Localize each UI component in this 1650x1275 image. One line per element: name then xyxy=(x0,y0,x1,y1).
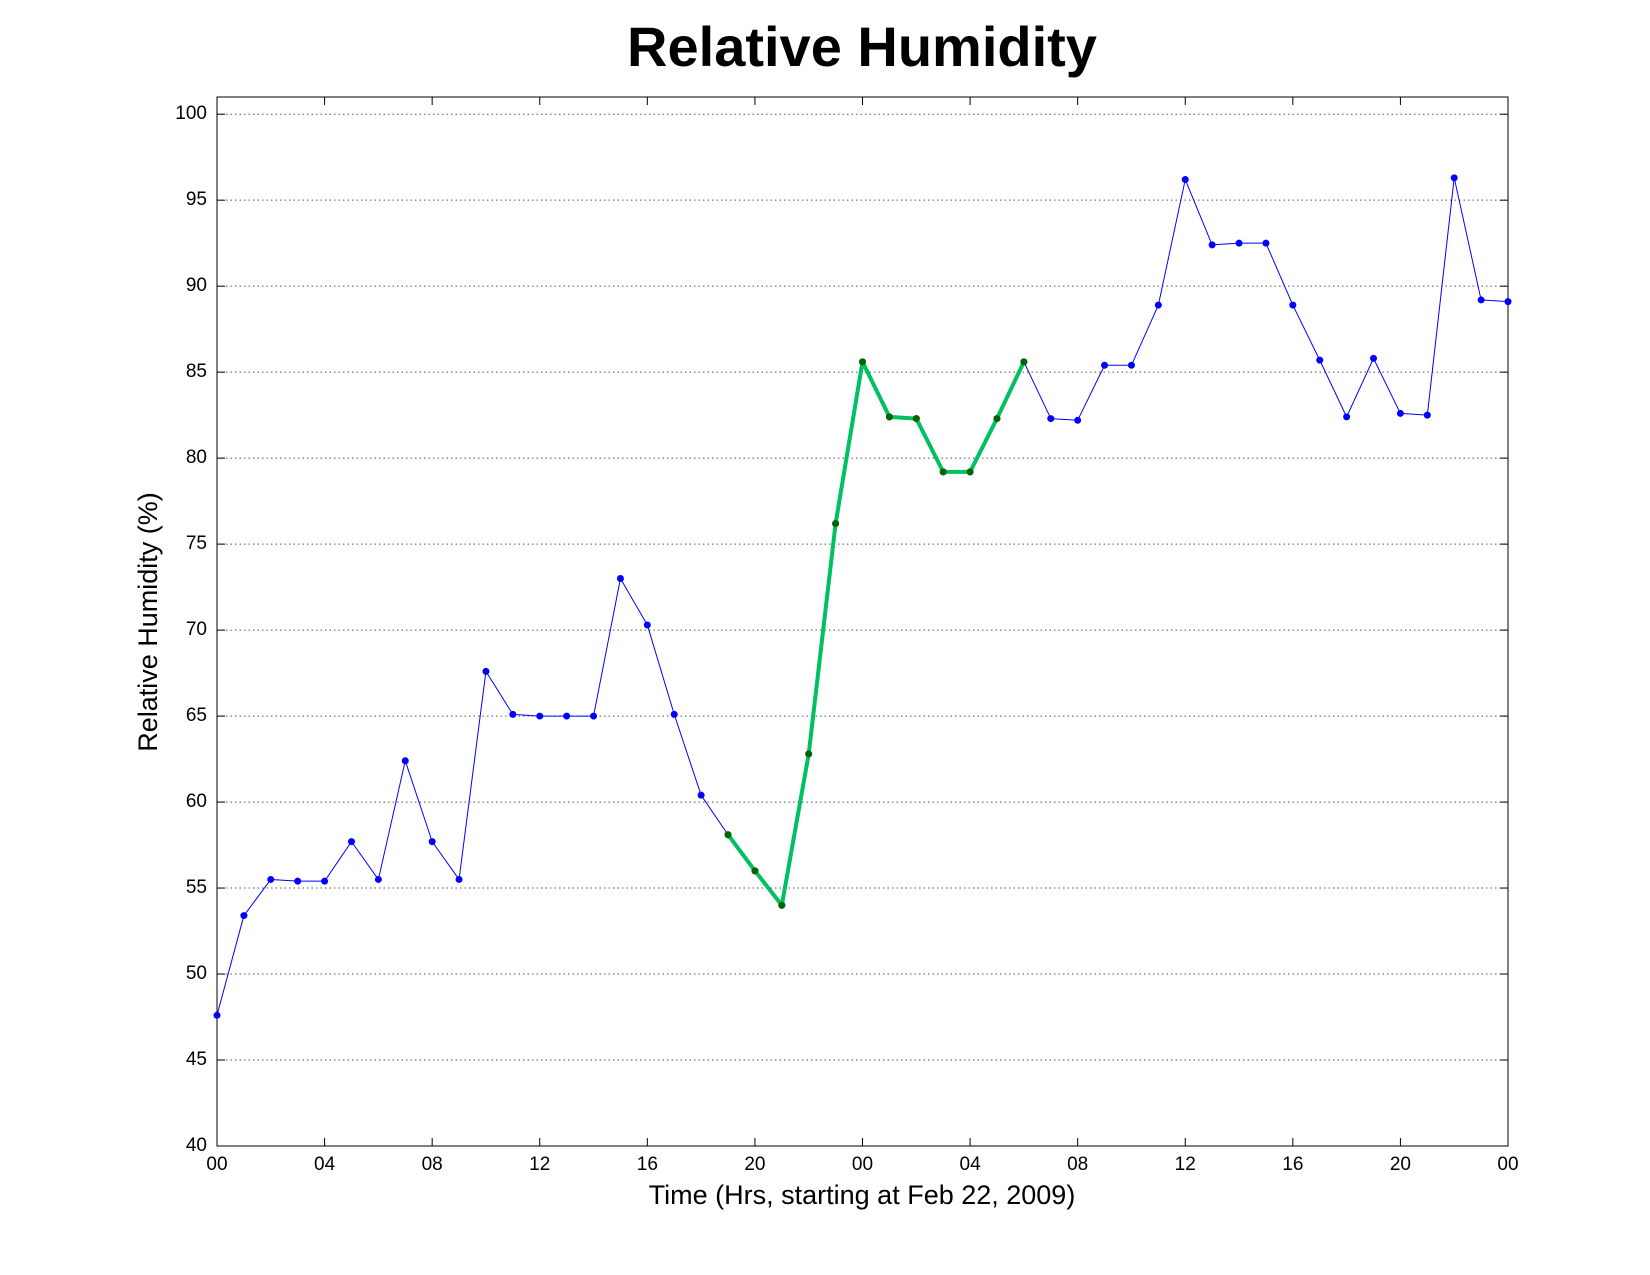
data-point xyxy=(374,875,382,883)
data-point xyxy=(1370,354,1378,362)
data-point xyxy=(1047,415,1055,423)
series-line xyxy=(726,359,1026,908)
x-tick-label: 16 xyxy=(1282,1154,1303,1175)
data-point xyxy=(1181,176,1189,184)
data-point xyxy=(697,791,705,799)
y-tick-label: 50 xyxy=(186,963,207,984)
data-point xyxy=(939,468,947,476)
data-point xyxy=(590,712,598,720)
data-point xyxy=(805,750,813,758)
data-point xyxy=(1289,301,1297,309)
data-point xyxy=(428,838,436,846)
x-tick-label: 08 xyxy=(422,1154,443,1175)
data-point xyxy=(993,415,1001,423)
data-point xyxy=(213,1011,221,1019)
data-point xyxy=(1074,416,1082,424)
data-point xyxy=(536,712,544,720)
data-point xyxy=(294,877,302,885)
plot-frame xyxy=(216,96,1509,1147)
data-point xyxy=(1101,361,1109,369)
data-point xyxy=(482,667,490,675)
x-tick-label: 08 xyxy=(1067,1154,1088,1175)
x-tick-label: 20 xyxy=(744,1154,765,1175)
data-point xyxy=(347,838,355,846)
data-point xyxy=(1208,241,1216,249)
data-point xyxy=(1423,411,1431,419)
y-tick-label: 75 xyxy=(186,533,207,554)
data-point xyxy=(670,710,678,718)
x-tick-label: 04 xyxy=(314,1154,336,1175)
data-point xyxy=(724,831,732,839)
x-tick-label: 12 xyxy=(529,1154,550,1175)
data-point xyxy=(509,710,517,718)
data-point xyxy=(1127,361,1135,369)
x-tick-label: 04 xyxy=(960,1154,982,1175)
x-tick-label: 12 xyxy=(1175,1154,1196,1175)
data-point xyxy=(1020,358,1028,366)
y-tick-label: 90 xyxy=(186,275,207,296)
data-point xyxy=(321,877,329,885)
data-point xyxy=(643,621,651,629)
data-point xyxy=(885,413,893,421)
data-point xyxy=(1396,409,1404,417)
data-point xyxy=(966,468,974,476)
data-point xyxy=(563,712,571,720)
y-tick-label: 100 xyxy=(175,103,207,124)
y-tick-label: 95 xyxy=(186,189,207,210)
y-tick-label: 40 xyxy=(186,1135,207,1156)
data-point xyxy=(267,875,275,883)
data-point xyxy=(751,867,759,875)
data-point xyxy=(1477,296,1485,304)
data-point xyxy=(616,575,624,583)
x-tick-label: 20 xyxy=(1390,1154,1411,1175)
data-point xyxy=(401,757,409,765)
data-point xyxy=(1504,298,1512,306)
data-point xyxy=(240,912,248,920)
y-tick-label: 70 xyxy=(186,619,207,640)
y-tick-label: 60 xyxy=(186,791,207,812)
data-point xyxy=(859,358,866,366)
data-point xyxy=(1154,301,1162,309)
data-point xyxy=(1262,239,1270,247)
data-point xyxy=(455,875,463,883)
data-point xyxy=(1316,356,1324,364)
y-tick-label: 85 xyxy=(186,361,207,382)
y-tick-label: 80 xyxy=(186,447,207,468)
chart-title: Relative Humidity xyxy=(627,15,1097,78)
data-point xyxy=(912,415,920,423)
y-tick-label: 65 xyxy=(186,705,207,726)
x-axis-label: Time (Hrs, starting at Feb 22, 2009) xyxy=(649,1180,1076,1210)
y-tick-label: 45 xyxy=(186,1049,207,1070)
data-point xyxy=(1235,239,1243,247)
x-tick-label: 16 xyxy=(637,1154,658,1175)
data-point xyxy=(832,519,840,527)
data-point xyxy=(778,901,786,909)
data-point xyxy=(1450,174,1458,182)
x-tick-label: 00 xyxy=(206,1154,227,1175)
y-axis-label: Relative Humidity (%) xyxy=(133,492,163,752)
data-point xyxy=(1343,413,1351,421)
x-tick-label: 00 xyxy=(1497,1154,1518,1175)
y-tick-label: 55 xyxy=(186,877,207,898)
x-tick-label: 00 xyxy=(852,1154,873,1175)
